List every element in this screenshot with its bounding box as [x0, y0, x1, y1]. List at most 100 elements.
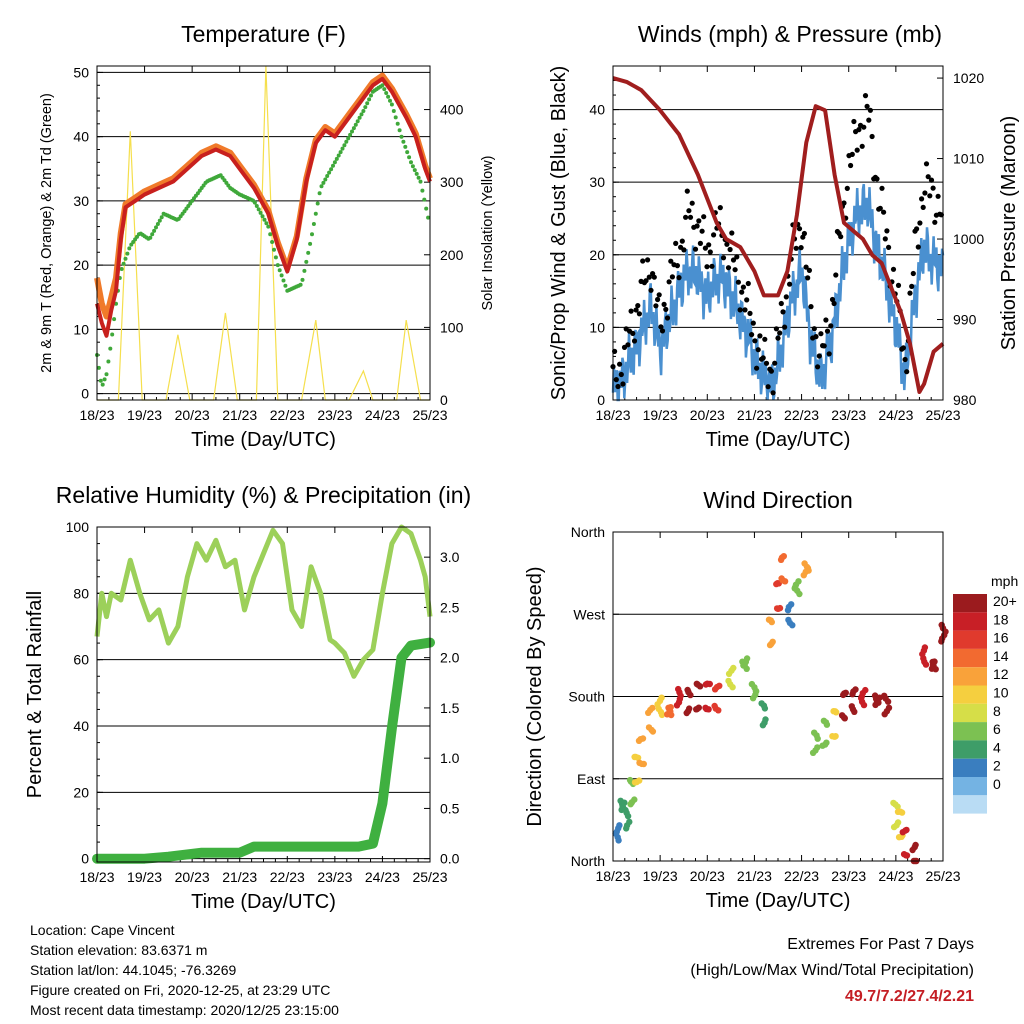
gust-point	[805, 275, 811, 281]
gust-point	[841, 200, 847, 206]
dewpoint-point	[332, 160, 337, 165]
gust-point	[707, 249, 713, 255]
gust-point	[768, 368, 775, 374]
y2-tick-label: 200	[440, 247, 464, 263]
y2-tick-label: 2.5	[440, 599, 460, 615]
y-axis-label: Direction (Colored By Speed)	[524, 566, 546, 826]
gust-point	[694, 223, 700, 229]
gust-point	[732, 267, 738, 273]
x-tick-label: 18/23	[595, 407, 630, 423]
y2-axis-label: Station Pressure (Maroon)	[998, 116, 1020, 351]
direction-point	[706, 680, 713, 688]
gust-point	[854, 147, 860, 153]
gust-point	[734, 254, 740, 260]
gust-point	[801, 230, 808, 237]
gust-point	[833, 272, 839, 278]
legend-label: 8	[993, 703, 1001, 719]
x-tick-label: 19/23	[127, 869, 162, 885]
series-9m-temperature	[94, 72, 433, 320]
gust-point	[724, 241, 730, 247]
gust-point	[658, 324, 664, 330]
gust-point	[881, 209, 887, 215]
gust-point	[920, 204, 926, 210]
y-tick-label: 20	[73, 257, 89, 273]
chart-title: Wind Direction	[703, 487, 853, 513]
dewpoint-point	[313, 211, 318, 216]
dewpoint-point	[414, 171, 419, 176]
gust-point	[838, 234, 844, 240]
legend-swatch	[953, 685, 987, 704]
gust-point	[862, 93, 869, 99]
gust-point	[895, 282, 902, 288]
gust-point	[735, 279, 742, 285]
dewpoint-point	[418, 179, 423, 184]
x-tick-label: 19/23	[643, 407, 678, 423]
gust-point	[859, 143, 865, 149]
direction-point	[922, 661, 930, 668]
gust-point	[877, 205, 883, 211]
gust-point	[749, 332, 755, 338]
dewpoint-point	[361, 109, 366, 113]
dewpoint-point	[323, 177, 328, 182]
gust-point	[915, 244, 921, 250]
gust-point	[861, 124, 867, 130]
dewpoint-point	[367, 97, 372, 102]
gust-point	[917, 220, 923, 226]
dewpoint-point	[317, 191, 322, 196]
direction-point	[616, 822, 623, 829]
dewpoint-point	[260, 214, 265, 219]
legend-label: 6	[993, 721, 1001, 737]
direction-point	[667, 704, 674, 711]
dewpoint-point	[382, 87, 387, 92]
gust-point	[699, 228, 705, 234]
x-tick-label: 25/23	[412, 869, 447, 885]
direction-point	[705, 706, 712, 713]
y-axis-label: Sonic/Prop Wind & Gust (Blue, Black)	[548, 66, 570, 401]
gust-point	[882, 236, 888, 242]
direction-point	[942, 628, 949, 635]
x-tick-label: 18/23	[595, 868, 630, 884]
gust-point	[656, 292, 662, 298]
gust-point	[793, 245, 799, 251]
legend-label: 0	[993, 776, 1001, 792]
x-tick-label: 19/23	[643, 868, 678, 884]
dewpoint-point	[321, 180, 326, 185]
direction-point	[823, 721, 831, 728]
dewpoint-point	[102, 377, 107, 382]
series-total-rainfall	[92, 637, 435, 864]
gust-point	[740, 284, 747, 290]
gust-point	[874, 176, 880, 182]
gust-point	[744, 297, 750, 303]
dewpoint-point	[329, 167, 334, 172]
series-gust	[610, 93, 945, 396]
gust-point	[867, 107, 874, 113]
y-tick-label: West	[573, 606, 605, 622]
gust-point	[763, 360, 770, 366]
plot-border	[96, 65, 431, 401]
dewpoint-point	[331, 163, 335, 168]
y-tick-label: North	[571, 853, 605, 869]
chart-title: Relative Humidity (%) & Precipitation (i…	[56, 482, 471, 508]
gust-point	[752, 338, 758, 344]
direction-point	[634, 754, 642, 761]
gust-point	[866, 117, 872, 123]
direction-point	[823, 739, 830, 746]
y2-tick-label: 2.0	[440, 650, 460, 666]
gust-point	[653, 303, 659, 309]
gust-point	[808, 304, 814, 310]
gust-point	[663, 306, 669, 312]
gust-point	[935, 193, 941, 199]
dewpoint-point	[275, 263, 280, 268]
gust-point	[704, 264, 710, 270]
station-latlon: Station lat/lon: 44.1045; -76.3269	[30, 962, 237, 978]
direction-point	[921, 644, 929, 651]
gust-point	[701, 214, 707, 220]
y2-tick-label: 100	[440, 319, 464, 335]
dewpoint-point	[416, 175, 421, 180]
direction-point	[796, 590, 803, 598]
extremes-title: Extremes For Past 7 Days	[787, 936, 974, 953]
gust-point	[775, 335, 781, 341]
y-tick-label: 40	[73, 129, 89, 145]
winds-pressure-panel: Winds (mph) & Pressure (mb)01020304018/2…	[548, 21, 1020, 451]
dewpoint-point	[363, 105, 368, 110]
